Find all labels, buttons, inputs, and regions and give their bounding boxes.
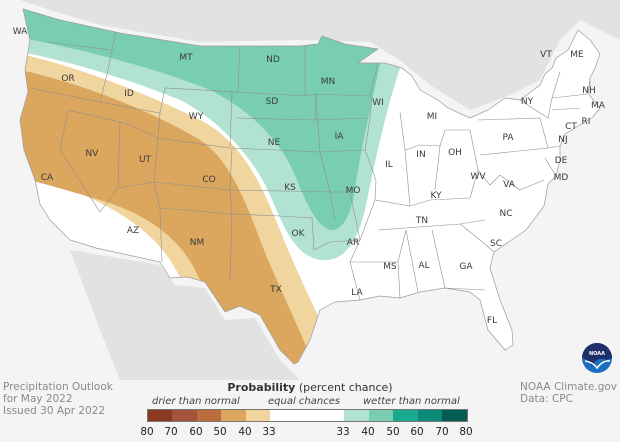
state-label-ne: NE — [268, 138, 281, 148]
legend-tick: 80 — [459, 426, 473, 438]
state-label-az: AZ — [127, 226, 139, 236]
noaa-logo-text: NOAA — [589, 351, 605, 357]
legend-swatch-dry-80 — [148, 410, 172, 421]
state-label-ga: GA — [459, 262, 473, 272]
legend-tick: 40 — [361, 426, 375, 438]
state-label-nd: ND — [266, 55, 280, 65]
legend-equal-label: equal chances — [268, 396, 341, 407]
state-label-ma: MA — [591, 101, 606, 111]
caption-title: Precipitation Outlook — [3, 381, 113, 393]
legend-wetter-label: wetter than normal — [363, 396, 460, 407]
legend-tick: 50 — [386, 426, 400, 438]
legend-swatch-wet-70 — [418, 410, 442, 421]
state-label-ut: UT — [139, 155, 152, 165]
state-label-ri: RI — [582, 117, 591, 127]
canada-landmass — [0, 0, 620, 110]
state-label-va: VA — [503, 180, 516, 190]
legend-swatch-equal — [270, 410, 344, 421]
state-label-wy: WY — [189, 112, 204, 122]
legend-tick: 80 — [140, 426, 154, 438]
state-label-ny: NY — [521, 97, 534, 107]
legend-tick: 50 — [213, 426, 227, 438]
state-label-sc: SC — [490, 239, 502, 249]
state-labels: WA OR ID MT WY ND SD NE KS OK TX NM CO UT NV CA AZ MN IA MO… — [13, 27, 606, 326]
state-label-la: LA — [351, 288, 363, 298]
precipitation-outlook-map: WA OR ID MT WY ND SD NE KS OK TX NM CO UT NV CA AZ MN IA MO… — [0, 0, 620, 380]
state-label-il: IL — [385, 160, 393, 170]
legend-title-rest: (percent chance) — [295, 381, 393, 394]
state-label-mi: MI — [427, 112, 437, 122]
state-label-nj: NJ — [558, 135, 567, 145]
state-label-nc: NC — [499, 209, 512, 219]
source-credit: NOAA Climate.gov Data: CPC — [520, 381, 617, 405]
state-label-in: IN — [416, 150, 425, 160]
legend-swatch-wet-80 — [442, 410, 467, 421]
legend-tick: 60 — [189, 426, 203, 438]
legend-tick: 40 — [238, 426, 252, 438]
legend-drier-label: drier than normal — [152, 396, 240, 407]
caption-period: for May 2022 — [3, 393, 73, 405]
legend-swatch-wet-50 — [369, 410, 393, 421]
us-outline — [19, 8, 601, 365]
legend-tick: 33 — [262, 426, 276, 438]
state-label-me: ME — [570, 50, 584, 60]
state-label-ia: IA — [335, 132, 345, 142]
state-label-ms: MS — [383, 262, 397, 272]
state-label-oh: OH — [448, 148, 462, 158]
legend-tick: 70 — [435, 426, 449, 438]
legend-tick: 70 — [164, 426, 178, 438]
legend-swatch-dry-60 — [197, 410, 221, 421]
legend-swatch-wet-40 — [344, 410, 369, 421]
state-label-mn: MN — [321, 77, 336, 87]
state-label-mt: MT — [179, 53, 193, 63]
mexico-landmass — [70, 250, 300, 380]
state-label-ok: OK — [292, 229, 306, 239]
map-caption: Precipitation Outlook for May 2022 Issue… — [3, 381, 113, 417]
state-label-mo: MO — [346, 186, 361, 196]
state-label-nv: NV — [86, 149, 100, 159]
state-label-fl: FL — [487, 316, 497, 326]
state-label-id: ID — [124, 89, 134, 99]
state-label-pa: PA — [502, 133, 514, 143]
legend-swatch-dry-70 — [172, 410, 197, 421]
state-label-md: MD — [554, 173, 569, 183]
legend-swatch-dry-50 — [221, 410, 246, 421]
noaa-logo-icon: NOAA — [582, 343, 612, 373]
state-label-de: DE — [555, 156, 568, 166]
state-label-tn: TN — [415, 216, 428, 226]
legend-color-bar — [147, 409, 468, 422]
legend-title: Probability (percent chance) — [0, 381, 620, 394]
state-label-sd: SD — [266, 97, 279, 107]
state-label-ct: CT — [565, 122, 577, 132]
legend-tick: 60 — [410, 426, 424, 438]
state-label-co: CO — [202, 175, 215, 185]
legend-title-bold: Probability — [227, 381, 296, 394]
credit-climate-gov: NOAA Climate.gov — [520, 381, 617, 393]
state-label-nh: NH — [582, 86, 596, 96]
credit-data-source: Data: CPC — [520, 393, 573, 405]
state-label-tx: TX — [269, 285, 282, 295]
state-label-wa: WA — [13, 27, 28, 37]
state-label-ca: CA — [41, 173, 54, 183]
state-label-vt: VT — [540, 50, 552, 60]
legend-tick: 33 — [336, 426, 350, 438]
drier-band-40-50 — [20, 66, 320, 364]
wetter-band-40-50 — [20, 9, 390, 231]
caption-issued-date: Issued 30 Apr 2022 — [3, 405, 106, 417]
state-label-ky: KY — [430, 191, 442, 201]
state-label-al: AL — [418, 261, 429, 271]
state-label-ks: KS — [284, 183, 296, 193]
state-label-ar: AR — [347, 238, 359, 248]
state-label-wi: WI — [372, 98, 384, 108]
state-label-wv: WV — [470, 172, 486, 182]
legend-swatch-dry-40 — [246, 410, 270, 421]
legend-swatch-wet-60 — [393, 410, 418, 421]
state-label-nm: NM — [190, 238, 205, 248]
state-label-or: OR — [61, 74, 74, 84]
